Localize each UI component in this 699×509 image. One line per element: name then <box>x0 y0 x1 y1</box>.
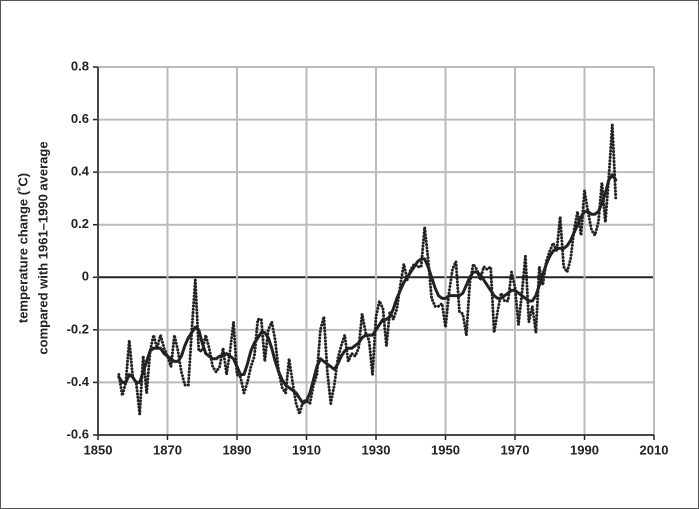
x-tick-label: 2010 <box>640 442 669 457</box>
y-axis-label: compared with 1961–1990 average <box>35 141 50 354</box>
x-tick-label: 1850 <box>84 442 113 457</box>
x-tick-label: 1970 <box>501 442 530 457</box>
y-axis-label: temperature change (˚C) <box>15 173 30 323</box>
y-tick-label: -0.4 <box>67 374 90 389</box>
y-tick-label: -0.2 <box>67 321 89 336</box>
series-line <box>117 173 618 405</box>
x-tick-label: 1930 <box>362 442 391 457</box>
y-tick-label: 0.4 <box>71 164 90 179</box>
y-tick-label: 0 <box>82 269 89 284</box>
x-tick-label: 1870 <box>153 442 182 457</box>
y-tick-label: 0.8 <box>71 58 89 73</box>
y-tick-label: -0.6 <box>67 426 89 441</box>
y-tick-label: 0.2 <box>71 216 89 231</box>
y-tick-label: 0.6 <box>71 111 89 126</box>
x-tick-label: 1950 <box>431 442 460 457</box>
x-tick-label: 1990 <box>570 442 599 457</box>
x-tick-label: 1890 <box>223 442 252 457</box>
x-tick-label: 1910 <box>292 442 321 457</box>
